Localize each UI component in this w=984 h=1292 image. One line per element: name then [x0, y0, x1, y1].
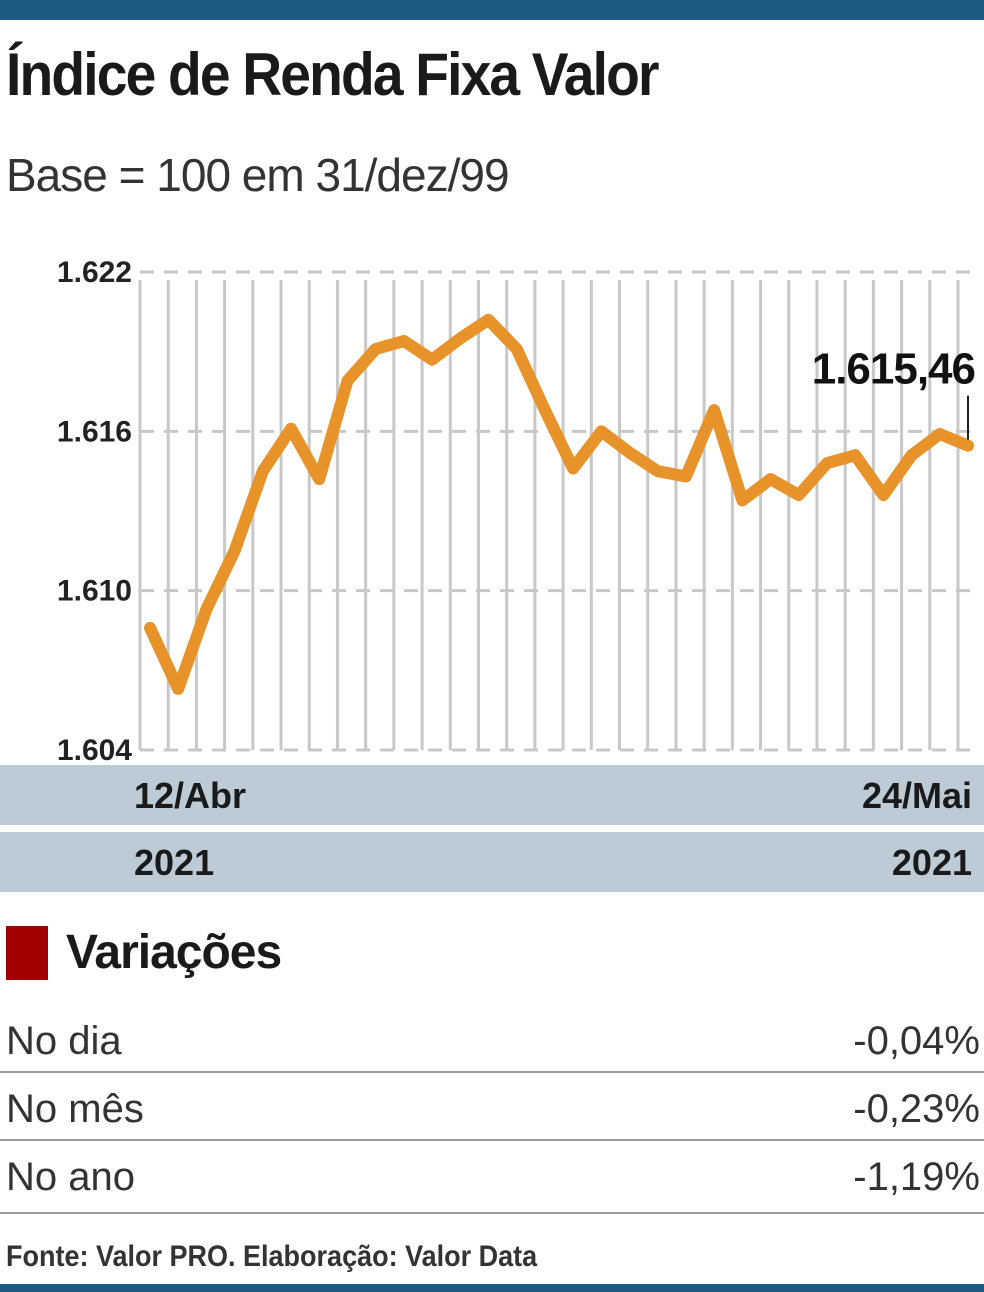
- data-point: [854, 454, 857, 457]
- variations-title: Variações: [66, 926, 282, 979]
- year-end-label: 2021: [891, 842, 972, 883]
- variation-row: No mês -0,23%: [0, 1073, 984, 1141]
- data-point: [713, 409, 716, 412]
- year-band: 2021 2021: [0, 832, 984, 892]
- variation-value: -0,23%: [853, 1087, 980, 1131]
- data-point: [684, 475, 687, 478]
- data-point: [543, 409, 546, 412]
- source-note: Fonte: Valor PRO. Elaboração: Valor Data: [6, 1240, 538, 1273]
- year-start-label: 2021: [134, 842, 215, 883]
- data-point: [318, 478, 321, 481]
- date-band: 12/Abr 24/Mai: [0, 765, 984, 825]
- divider: [0, 1212, 984, 1214]
- data-point: [882, 494, 885, 497]
- data-point: [205, 608, 208, 611]
- variation-value: -1,19%: [853, 1155, 980, 1199]
- data-point: [515, 348, 518, 351]
- data-point: [600, 430, 603, 433]
- data-point: [572, 467, 575, 470]
- chart-title: Índice de Renda Fixa Valor: [6, 41, 659, 108]
- data-point: [628, 451, 631, 454]
- line-chart: 1.604 1.610 1.616 1.622 1.615,46: [57, 256, 978, 767]
- data-point: [177, 687, 180, 690]
- data-point: [346, 379, 349, 382]
- variations-header: Variações: [6, 925, 282, 980]
- y-tick-label: 1.622: [57, 256, 132, 289]
- red-square-icon: [6, 925, 48, 980]
- x-end-label: 24/Mai: [861, 775, 972, 816]
- variation-row: No ano -1,19%: [0, 1141, 984, 1207]
- data-point: [459, 337, 462, 340]
- data-point: [290, 427, 293, 430]
- variation-label: No mês: [6, 1087, 144, 1131]
- y-tick-label: 1.610: [57, 575, 132, 608]
- data-point: [656, 470, 659, 473]
- data-point: [431, 358, 434, 361]
- series-line: [144, 313, 974, 695]
- data-point: [261, 470, 264, 473]
- variation-row: No dia -0,04%: [0, 1005, 984, 1073]
- data-point: [741, 499, 744, 502]
- top-bar: [0, 0, 984, 20]
- data-point: [374, 348, 377, 351]
- last-value-label: 1.615,46: [812, 345, 975, 394]
- data-point: [402, 340, 405, 343]
- bottom-bar: [0, 1284, 984, 1292]
- x-start-label: 12/Abr: [134, 775, 247, 816]
- data-point: [910, 454, 913, 457]
- data-point: [233, 549, 236, 552]
- chart-subtitle: Base = 100 em 31/dez/99: [6, 149, 510, 201]
- variation-label: No ano: [6, 1155, 135, 1199]
- data-point: [797, 494, 800, 497]
- y-tick-label: 1.616: [57, 415, 132, 448]
- variation-value: -0,04%: [853, 1019, 980, 1063]
- data-point: [149, 626, 151, 629]
- y-tick-label: 1.604: [57, 734, 132, 767]
- data-point: [825, 462, 828, 465]
- variation-label: No dia: [6, 1019, 122, 1063]
- data-point: [938, 432, 941, 435]
- data-point: [967, 444, 969, 447]
- data-point: [769, 478, 772, 481]
- data-point: [487, 318, 490, 321]
